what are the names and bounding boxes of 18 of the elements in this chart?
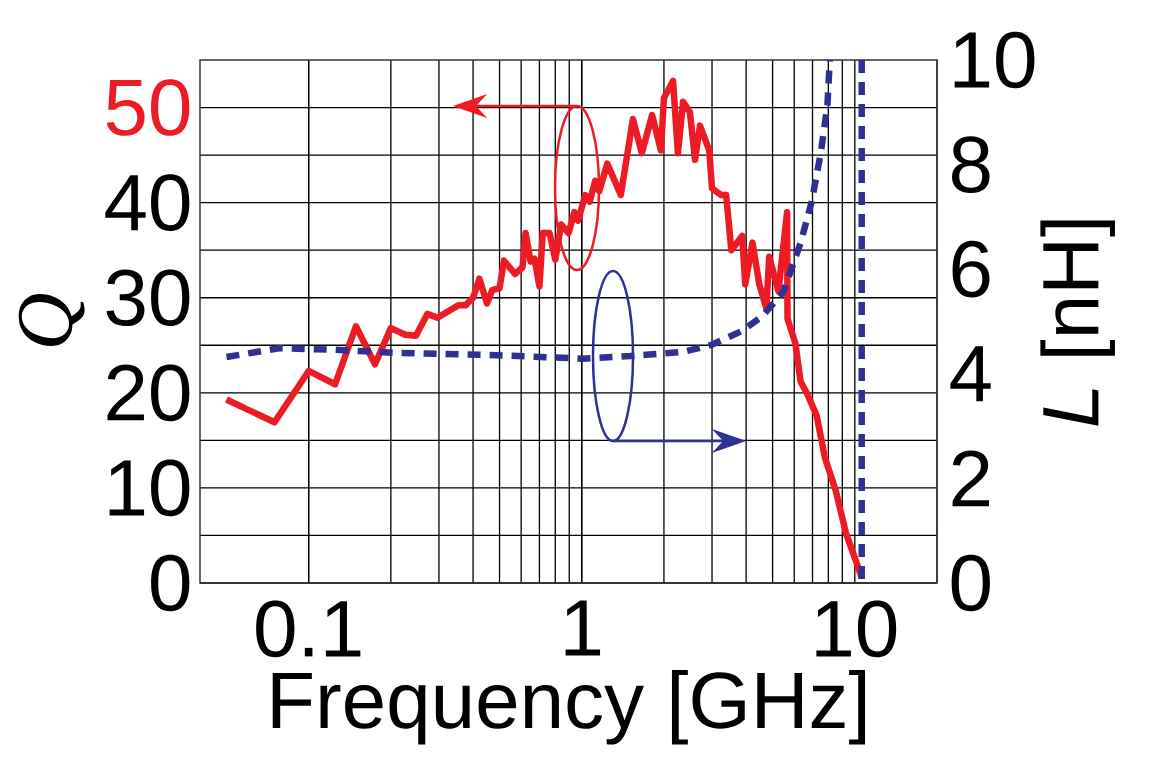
y2-tick-label: 6 [952,240,990,298]
y2-axis-title: L [nH] [1040,220,1115,426]
y2-tick-label: 2 [952,450,989,507]
y2-tick-label: 8 [952,136,990,193]
y-axis-title: Q [18,294,85,346]
x-tick-label: 10 [816,600,897,658]
x-tick-label: 0.1 [256,600,361,658]
x-tick-label: 1 [565,600,601,656]
y-tick-label: 40 [105,174,190,231]
y2-tick-label: 10 [954,31,1035,89]
y-tick-label: 30 [106,269,190,327]
y-tick-label: 10 [109,459,190,517]
y2-tick-label: 0 [951,554,990,612]
y-tick-label: 50 [106,79,190,136]
y-tick-label: 20 [107,364,190,422]
y2-tick-label: 4 [950,346,991,402]
y-tick-label: 0 [151,554,190,612]
x-axis-title: Frequency [GHz] [272,670,866,745]
